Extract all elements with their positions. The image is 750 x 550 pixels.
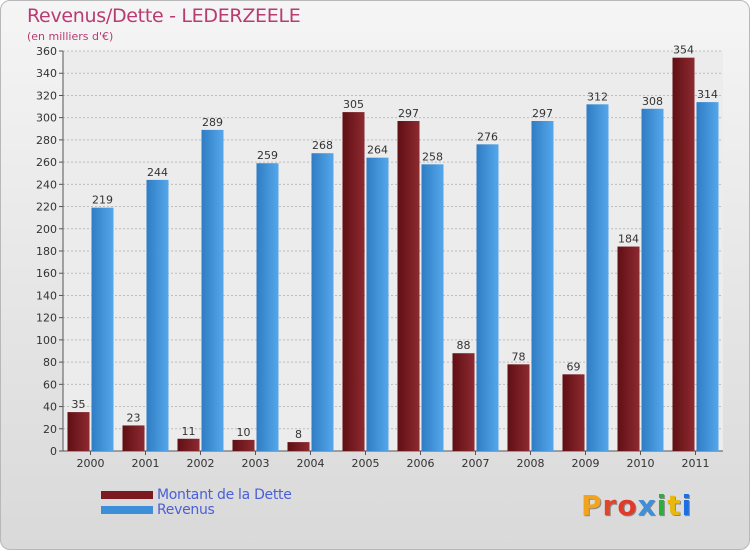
x-tick-label: 2011	[682, 457, 710, 470]
y-tick-label: 0	[50, 445, 57, 458]
x-tick-label: 2000	[77, 457, 105, 470]
bar-revenus	[476, 144, 499, 452]
y-tick-label: 220	[36, 201, 57, 214]
x-tick-label: 2002	[187, 457, 215, 470]
data-label-dette: 11	[182, 425, 196, 438]
data-label-dette: 10	[237, 426, 251, 439]
y-tick-label: 240	[36, 178, 57, 191]
y-tick-label: 20	[43, 423, 57, 436]
data-label-revenus: 276	[477, 130, 498, 143]
data-label-dette: 297	[398, 107, 419, 120]
y-tick-label: 300	[36, 112, 57, 125]
bar-revenus	[91, 207, 114, 451]
x-tick-label: 2004	[297, 457, 325, 470]
data-label-revenus: 259	[257, 149, 278, 162]
data-label-dette: 78	[512, 350, 526, 363]
data-label-revenus: 297	[532, 107, 553, 120]
bar-dette	[397, 121, 420, 451]
data-label-revenus: 258	[422, 150, 443, 163]
proxiti-logo: Proxiti	[581, 489, 692, 522]
y-tick-label: 200	[36, 223, 57, 236]
legend-swatch-revenus	[101, 506, 153, 514]
data-label-revenus: 308	[642, 95, 663, 108]
logo-letter: i	[681, 489, 693, 522]
data-label-dette: 184	[618, 233, 639, 246]
data-label-dette: 69	[567, 360, 581, 373]
y-tick-label: 260	[36, 156, 57, 169]
bar-dette	[507, 364, 530, 451]
x-tick-label: 2006	[407, 457, 435, 470]
bar-dette	[452, 353, 475, 451]
legend-swatch-dette	[101, 491, 153, 499]
data-label-dette: 8	[295, 428, 302, 441]
bar-revenus	[311, 153, 334, 451]
data-label-revenus: 244	[147, 166, 168, 179]
data-label-dette: 88	[457, 339, 471, 352]
y-tick-label: 360	[36, 45, 57, 58]
logo-letter: x	[637, 489, 657, 522]
y-tick-label: 340	[36, 67, 57, 80]
chart-subtitle: (en milliers d'€)	[27, 30, 114, 43]
y-tick-label: 60	[43, 378, 57, 391]
bar-revenus	[201, 129, 224, 451]
logo-letter: t	[667, 489, 682, 522]
bar-dette	[562, 374, 585, 451]
bar-revenus	[586, 104, 609, 451]
y-tick-label: 280	[36, 134, 57, 147]
data-label-revenus: 312	[587, 90, 608, 103]
bar-revenus	[421, 164, 444, 452]
bar-revenus	[146, 179, 169, 451]
data-label-revenus: 289	[202, 116, 223, 129]
y-tick-label: 100	[36, 334, 57, 347]
data-label-revenus: 219	[92, 194, 113, 207]
bar-dette	[342, 112, 365, 451]
data-label-dette: 305	[343, 98, 364, 111]
bar-dette	[672, 57, 695, 452]
x-tick-label: 2003	[242, 457, 270, 470]
x-tick-label: 2001	[132, 457, 160, 470]
y-tick-label: 80	[43, 356, 57, 369]
legend-label-dette: Montant de la Dette	[157, 487, 292, 503]
bar-dette	[617, 246, 640, 451]
bar-dette	[177, 438, 200, 451]
bar-dette	[232, 439, 255, 451]
y-tick-label: 320	[36, 89, 57, 102]
logo-letter: i	[656, 489, 668, 522]
legend-label-revenus: Revenus	[157, 502, 215, 518]
y-tick-label: 140	[36, 289, 57, 302]
data-label-dette: 35	[72, 398, 86, 411]
bar-revenus	[366, 157, 389, 451]
bar-revenus	[641, 108, 664, 452]
y-tick-label: 180	[36, 245, 57, 258]
bar-revenus	[531, 121, 554, 451]
data-label-dette: 23	[127, 411, 141, 424]
x-tick-label: 2009	[572, 457, 600, 470]
data-label-revenus: 268	[312, 139, 333, 152]
bar-dette	[287, 442, 310, 451]
data-label-revenus: 314	[697, 88, 718, 101]
bar-revenus	[256, 163, 279, 451]
bar-revenus	[696, 102, 719, 451]
logo-letter: P	[581, 489, 603, 522]
data-label-revenus: 264	[367, 144, 388, 157]
logo-letter: o	[617, 489, 638, 522]
bar-dette	[122, 425, 145, 451]
y-tick-label: 160	[36, 267, 57, 280]
chart-title: Revenus/Dette - LEDERZEELE	[27, 5, 301, 27]
y-tick-label: 40	[43, 401, 57, 414]
x-tick-label: 2010	[627, 457, 655, 470]
x-tick-label: 2008	[517, 457, 545, 470]
bar-dette	[67, 412, 90, 451]
x-tick-label: 2005	[352, 457, 380, 470]
x-tick-label: 2007	[462, 457, 490, 470]
y-tick-label: 120	[36, 312, 57, 325]
logo-letter: r	[602, 489, 618, 522]
data-label-dette: 354	[673, 44, 694, 57]
